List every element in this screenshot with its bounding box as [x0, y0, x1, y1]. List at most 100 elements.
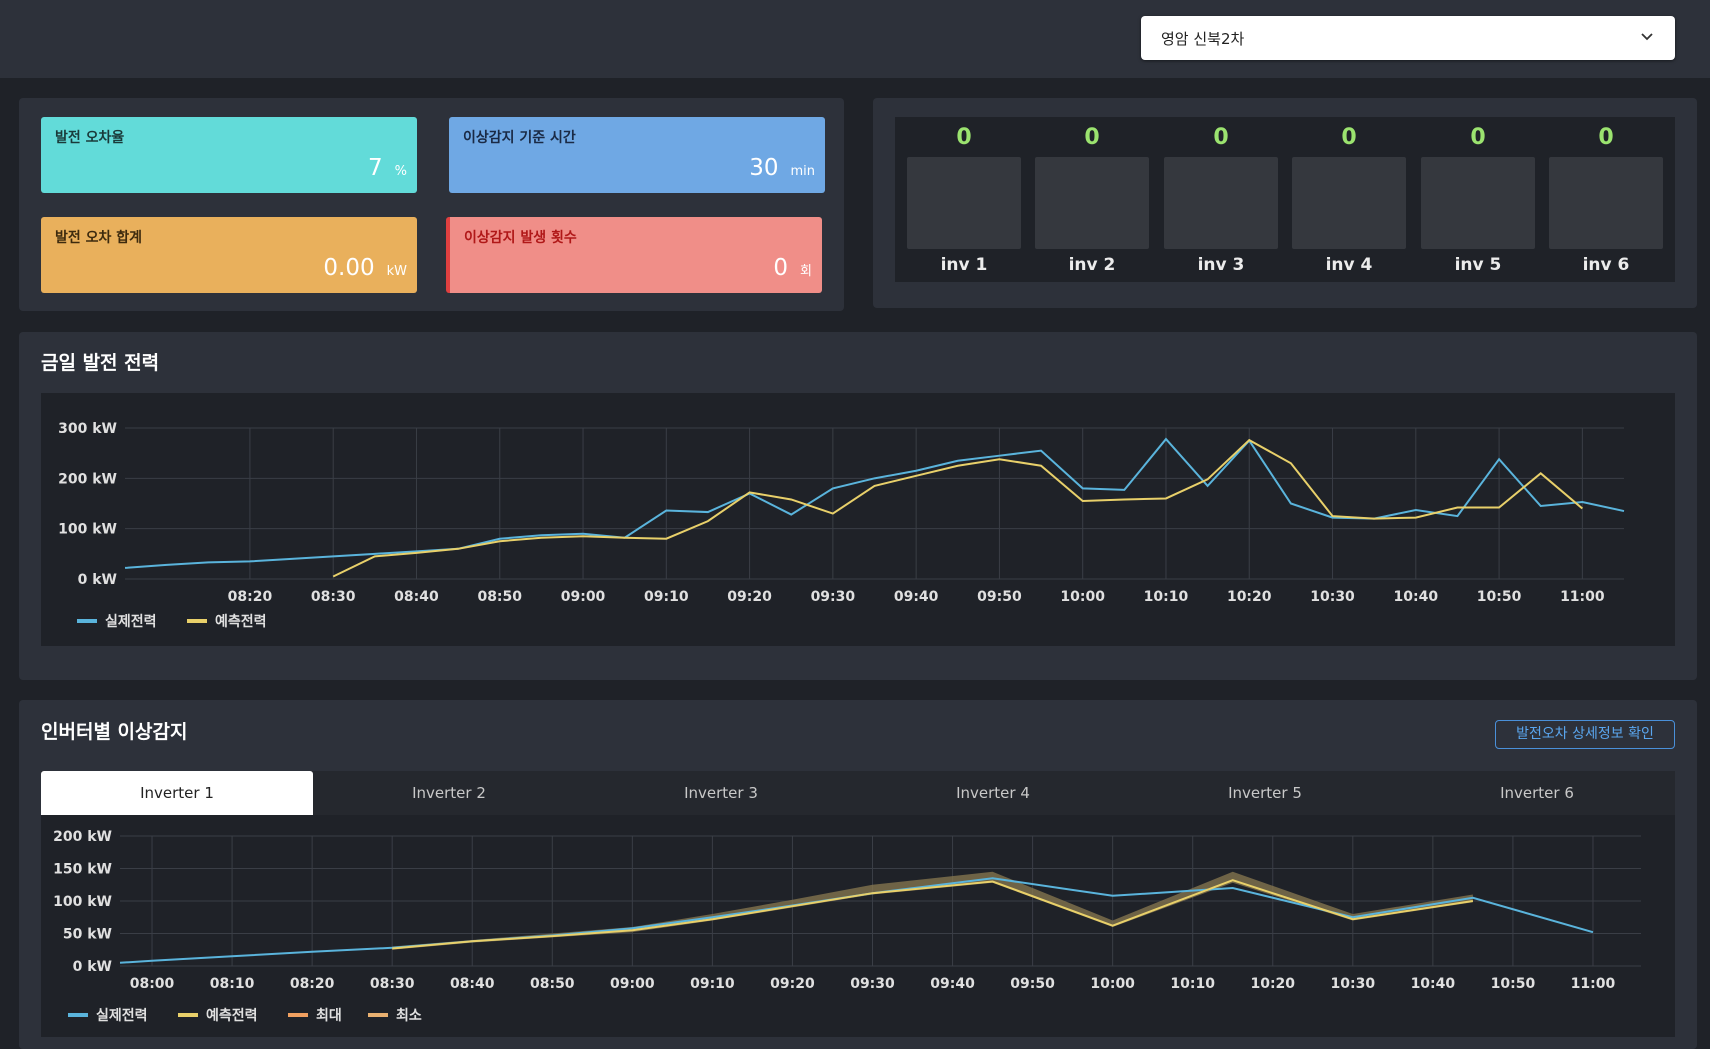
x-tick-label: 09:20: [770, 976, 815, 992]
y-tick-label: 100 kW: [58, 522, 117, 538]
inverter-box: [1164, 157, 1278, 249]
x-tick-label: 09:50: [1010, 976, 1055, 992]
min-max-band: [392, 871, 1473, 950]
y-tick-label: 0 kW: [73, 959, 112, 975]
anomaly-count-label: 이상감지 발생 횟수: [464, 230, 577, 246]
error-sum-label: 발전 오차 합계: [55, 230, 143, 246]
x-tick-label: 09:30: [850, 976, 895, 992]
inverter-status: 0 inv 1: [907, 125, 1021, 275]
series-line: [119, 877, 1594, 964]
y-tick-label: 50 kW: [63, 927, 112, 943]
tab-inverter-3[interactable]: Inverter 3: [684, 784, 758, 802]
x-tick-label: 08:50: [530, 976, 575, 992]
site-select-value: 영암 신북2차: [1161, 30, 1245, 48]
error-sum-value: 0.00: [323, 255, 375, 281]
x-tick-label: 09:00: [610, 976, 655, 992]
inverter-box: [907, 157, 1021, 249]
y-tick-label: 200 kW: [53, 829, 112, 845]
x-tick-label: 08:20: [290, 976, 335, 992]
legend-label: 실제전력: [96, 1007, 148, 1024]
x-tick-label: 10:30: [1331, 976, 1376, 992]
legend-label: 최소: [396, 1008, 422, 1024]
error-detail-button[interactable]: 발전오차 상세정보 확인: [1495, 720, 1675, 749]
x-tick-label: 09:40: [930, 976, 975, 992]
legend-label: 예측전력: [206, 1007, 258, 1024]
inverter-count: 0: [1213, 125, 1229, 150]
error-rate-label: 발전 오차율: [55, 130, 125, 146]
x-tick-label: 08:20: [228, 589, 273, 605]
inverter-count: 0: [1598, 125, 1614, 150]
inverter-status: 0 inv 3: [1164, 125, 1278, 275]
chevron-down-icon: [1641, 33, 1653, 41]
x-tick-label: 10:10: [1170, 976, 1215, 992]
x-tick-label: 10:10: [1144, 589, 1189, 605]
series-line: [392, 879, 1474, 950]
inverter-status: 0 inv 6: [1549, 125, 1663, 275]
anomaly-chart-area: 0 kW 50 kW 100 kW 150 kW 200 kW 08:00 08:10 08:…: [41, 815, 1675, 1037]
today-power-chart-area: 0 kW 100 kW 200 kW 300 kW 08:20 08:30 08:40 08:…: [41, 393, 1675, 646]
x-tick-label: 08:10: [210, 976, 255, 992]
inverter-name: inv 5: [1454, 255, 1502, 275]
error-rate-value: 7: [368, 155, 383, 181]
y-tick-label: 0 kW: [78, 572, 117, 588]
y-tick-label: 100 kW: [53, 894, 112, 910]
inverter-count: 0: [1470, 125, 1486, 150]
inverter-box: [1549, 157, 1663, 249]
inverter-count: 0: [956, 125, 972, 150]
x-tick-label: 11:00: [1571, 976, 1616, 992]
legend-label: 예측전력: [215, 613, 267, 630]
series-line: [332, 438, 1584, 578]
tab-inverter-1[interactable]: Inverter 1: [41, 771, 313, 815]
anomaly-count-value: 0: [773, 255, 789, 281]
x-tick-label: 08:00: [130, 976, 175, 992]
inverter-box: [1421, 157, 1535, 249]
inverter-name: inv 6: [1582, 255, 1630, 275]
today-power-chart: 0 kW 100 kW 200 kW 300 kW 08:20 08:30 08:40 08:…: [58, 421, 1625, 630]
x-tick-label: 09:10: [690, 976, 735, 992]
inverter-name: inv 3: [1197, 255, 1245, 275]
inverter-box: [1035, 157, 1149, 249]
error-sum-unit: kW: [386, 264, 407, 279]
anomaly-time-value: 30: [749, 155, 779, 181]
x-tick-label: 08:40: [394, 589, 439, 605]
x-tick-label: 10:00: [1060, 589, 1105, 605]
x-tick-label: 08:40: [450, 976, 495, 992]
y-tick-label: 300 kW: [58, 421, 117, 437]
x-tick-label: 10:00: [1090, 976, 1135, 992]
legend-label: 실제전력: [105, 613, 157, 630]
x-tick-label: 09:50: [977, 589, 1022, 605]
x-tick-label: 08:50: [477, 589, 522, 605]
x-tick-label: 08:30: [370, 976, 415, 992]
x-tick-label: 09:10: [644, 589, 689, 605]
x-tick-label: 09:40: [894, 589, 939, 605]
x-tick-label: 10:40: [1411, 976, 1456, 992]
anomaly-time-label: 이상감지 기준 시간: [463, 130, 576, 146]
anomaly-chart: 0 kW 50 kW 100 kW 150 kW 200 kW 08:00 08:10 08:…: [53, 829, 1641, 1024]
inverter-name: inv 2: [1068, 255, 1116, 275]
anomaly-count-unit: 회: [800, 264, 812, 279]
inverter-grid: 0 inv 1 0 inv 2 0 inv 3 0 inv 4 0 inv 5 …: [895, 117, 1675, 282]
inverter-count: 0: [1341, 125, 1357, 150]
today-power-title: 금일 발전 전력: [41, 352, 160, 374]
tab-inverter-4[interactable]: Inverter 4: [956, 784, 1030, 802]
tab-inverter-6[interactable]: Inverter 6: [1500, 784, 1574, 802]
inverter-status: 0 inv 4: [1292, 125, 1406, 275]
tab-inverter-5[interactable]: Inverter 5: [1228, 784, 1302, 802]
site-select[interactable]: 영암 신북2차: [1141, 16, 1675, 60]
inverter-name: inv 1: [940, 255, 988, 275]
tab-inverter-2[interactable]: Inverter 2: [412, 784, 486, 802]
x-tick-label: 10:20: [1250, 976, 1295, 992]
inverter-count: 0: [1084, 125, 1100, 150]
anomaly-time-unit: min: [790, 164, 815, 179]
legend-label: 최대: [316, 1008, 342, 1024]
x-tick-label: 10:50: [1477, 589, 1522, 605]
y-tick-label: 150 kW: [53, 862, 112, 878]
x-tick-label: 10:40: [1394, 589, 1439, 605]
error-rate-card: 발전 오차율 7%: [41, 117, 417, 193]
x-tick-label: 10:50: [1491, 976, 1536, 992]
x-tick-label: 09:30: [811, 589, 856, 605]
inverter-name: inv 4: [1325, 255, 1373, 275]
y-tick-label: 200 kW: [58, 471, 117, 487]
x-tick-label: 10:20: [1227, 589, 1272, 605]
x-tick-label: 10:30: [1310, 589, 1355, 605]
